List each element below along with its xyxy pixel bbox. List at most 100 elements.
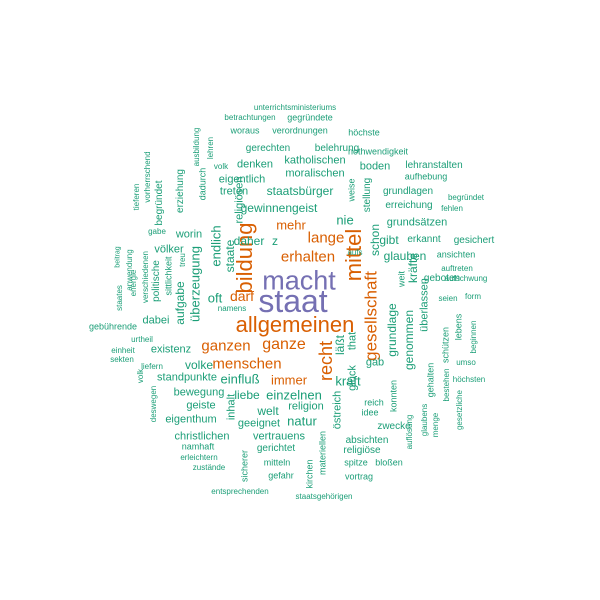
word: aufgabe (173, 281, 187, 325)
word: gerichtet (256, 443, 296, 454)
word: einfluß (220, 371, 260, 387)
word: energie (129, 269, 138, 297)
word: inhalt (225, 393, 238, 421)
word: denken (236, 158, 274, 171)
word: namhaft (181, 441, 215, 452)
word: tieferen (132, 183, 141, 211)
word: gibt (379, 233, 399, 247)
word: gesetzliche (455, 389, 464, 431)
word: begründet (447, 193, 485, 202)
word: schützen (440, 326, 451, 364)
word: vertrauens (253, 430, 305, 443)
word: weise (346, 178, 357, 202)
word: einheit (111, 346, 135, 355)
word: glück (346, 365, 359, 391)
word: staatsbürger (266, 184, 334, 198)
word: überzeugung (187, 246, 203, 322)
word: nothwendigkeit (347, 146, 409, 157)
word: nie (336, 212, 354, 228)
word: erleichtern (180, 453, 218, 462)
word: gewinnengeist (240, 201, 318, 215)
word: idee (361, 407, 379, 418)
word: lange (307, 229, 345, 247)
word: vortrag (344, 471, 374, 482)
word: erkannt (407, 234, 441, 245)
word: bewegung (173, 386, 225, 399)
word: urtheil (131, 335, 153, 344)
word: existenz (150, 343, 192, 356)
word: religion (288, 400, 324, 413)
word: boden (359, 160, 391, 173)
word: christlichen (174, 430, 230, 443)
word: form (465, 292, 481, 301)
word: konnten (388, 379, 399, 413)
word: standpunkte (157, 371, 217, 384)
word: beginnen (469, 320, 478, 354)
word: gesellschaft (361, 271, 381, 361)
word: erziehung (175, 169, 186, 213)
word: gabe (148, 227, 166, 236)
word: lebens (453, 313, 464, 341)
word: religiöse (343, 445, 381, 456)
word: aufhebung (404, 171, 448, 182)
word: namens (217, 304, 247, 313)
word: katholischen (284, 154, 346, 167)
word: läßt (333, 334, 347, 356)
word: sittlichkeit (163, 256, 174, 296)
word: sicherer (239, 449, 250, 483)
word: volke (184, 358, 214, 372)
word: erhalten (280, 248, 336, 266)
word: ansichten (436, 249, 476, 260)
word: dadurch (197, 167, 208, 201)
word: treu (178, 253, 187, 267)
word: unterrichtsministeriums (253, 103, 337, 112)
word: liefern (141, 362, 163, 371)
word: politische (151, 260, 162, 302)
word: verschiedenen (141, 250, 150, 304)
word: völker (154, 243, 184, 256)
word: seien (438, 294, 458, 303)
word: ganzen (201, 337, 251, 355)
word: beitrag (114, 246, 122, 268)
word: höchste (348, 127, 380, 138)
word: stellung (362, 177, 373, 213)
word: geiste (186, 399, 216, 412)
word: sekten (110, 355, 134, 364)
word: macht (262, 265, 336, 296)
word: gebührende (88, 321, 138, 332)
word: staates (115, 285, 124, 311)
word: weit (396, 270, 407, 288)
word: grundlagen (382, 186, 434, 197)
word: ganze (262, 336, 306, 353)
word: oft (207, 290, 223, 306)
word: verordnungen (272, 125, 328, 136)
word: zustände (192, 463, 226, 472)
word: lehren (206, 136, 215, 160)
word: fehlen (441, 204, 463, 213)
word: umso (456, 358, 476, 367)
word: darf (229, 288, 255, 304)
word: worin (175, 228, 203, 241)
word: gesichert (453, 235, 495, 246)
word: betrachtungen (224, 113, 276, 122)
word: auftreten (441, 264, 473, 273)
word: glauben (383, 249, 427, 263)
word: volk (136, 368, 145, 384)
word: lehranstalten (405, 160, 463, 171)
word: menge (431, 412, 440, 438)
word: welt (257, 404, 279, 418)
word: z (272, 234, 278, 248)
word: gehalten (425, 362, 436, 398)
word: grundlage (385, 303, 399, 357)
word: kirchen (304, 459, 315, 489)
word: eigentlich (218, 173, 266, 186)
word: moralischen (285, 167, 345, 180)
word: östreich (331, 390, 344, 430)
word: reich (364, 397, 384, 408)
word: erreichung (385, 200, 433, 211)
word: eigenthum (165, 413, 217, 426)
word: deswegen (149, 385, 158, 423)
word: materiellen (317, 430, 328, 476)
word: natur (287, 413, 317, 429)
word: aufschwung (444, 274, 488, 283)
